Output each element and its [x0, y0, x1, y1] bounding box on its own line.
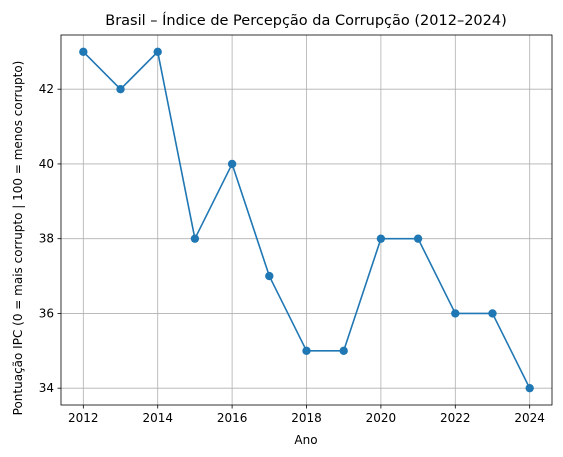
y-tick-label-36: 36 — [39, 306, 54, 320]
data-point-2019 — [339, 346, 348, 356]
x-tick-label-2016: 2016 — [217, 411, 248, 425]
x-tick-label-2020: 2020 — [366, 411, 397, 425]
data-point-2024 — [525, 383, 534, 393]
y-tick-label-34: 34 — [39, 381, 54, 395]
y-axis-label: Pontuação IPC (0 = mais corrupto | 100 =… — [11, 61, 25, 416]
data-point-2013 — [116, 84, 125, 94]
ticks: 2012 2014 2016 2018 2020 2022 2024 34 36 38 40 42 — [39, 82, 545, 425]
x-tick-label-2024: 2024 — [514, 411, 545, 425]
data-point-2022 — [451, 309, 460, 318]
x-tick-label-2012: 2012 — [68, 411, 99, 425]
data-point-2015 — [190, 234, 200, 243]
data-point-2023 — [488, 309, 497, 318]
y-tick-label-40: 40 — [39, 157, 54, 171]
data-point-2012 — [79, 47, 88, 57]
data-point-2018 — [302, 346, 311, 356]
data-point-2014 — [153, 47, 162, 57]
x-tick-label-2018: 2018 — [291, 411, 322, 425]
x-tick-label-2014: 2014 — [142, 411, 173, 425]
y-tick-label-38: 38 — [39, 232, 54, 246]
data-point-2016 — [227, 159, 237, 169]
data-point-2021 — [413, 234, 423, 243]
x-tick-label-2022: 2022 — [440, 411, 471, 425]
chart-title: Brasil – Índice de Percepção da Corrupçã… — [105, 12, 507, 29]
data-point-2017 — [265, 271, 274, 281]
data-point-2020 — [376, 234, 386, 243]
y-tick-label-42: 42 — [39, 82, 54, 96]
grid — [61, 35, 552, 405]
series — [79, 47, 534, 393]
x-axis-label: Ano — [294, 433, 317, 447]
